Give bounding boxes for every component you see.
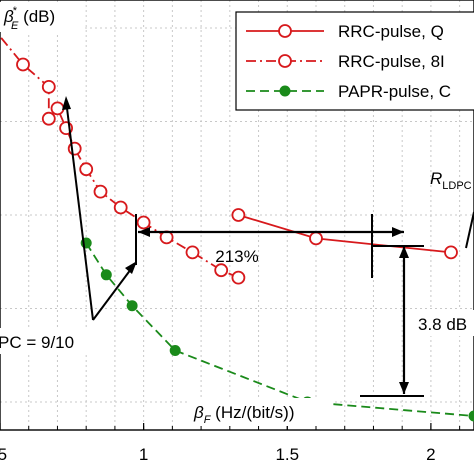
ratio-label: PC = 9/10 — [0, 333, 74, 352]
ratio-arrow-1 — [65, 99, 94, 321]
ratio-arrow-2 — [92, 264, 135, 321]
ylabel-bg — [0, 2, 82, 32]
ratio-arrow-2-head — [125, 261, 137, 274]
series-0-point-2 — [444, 245, 458, 260]
series-1-point-3 — [41, 111, 56, 126]
rate-label-main: R — [430, 169, 442, 188]
series-0 — [231, 208, 458, 260]
x-axis-symbol: β — [193, 403, 204, 422]
y-axis-unit: (dB) — [18, 7, 55, 26]
series-2-point-5 — [468, 410, 474, 422]
x-axis-ticks: .5 1 1.5 2 — [0, 423, 461, 464]
series-2-point-1 — [100, 269, 112, 281]
rate-label-sub: LDPC — [442, 180, 471, 192]
ratio-label-bg — [0, 328, 94, 354]
series-1-point-8 — [93, 184, 108, 199]
y-axis-label: β* E (dB) — [3, 5, 55, 32]
gap-arrow-head-top — [399, 246, 409, 258]
series-1-point-12 — [185, 245, 200, 260]
ratio-arrow-1-head — [62, 96, 71, 110]
y-axis-symbol: β — [3, 7, 14, 26]
gap-arrow-head-bottom — [399, 382, 409, 394]
series-1-point-4 — [50, 101, 65, 116]
series-line-2 — [85, 242, 474, 417]
series-0-point-0 — [231, 208, 246, 222]
plot-frame — [0, 0, 474, 431]
series-1-point-9 — [113, 200, 128, 215]
series-2-point-2 — [126, 300, 138, 312]
rate-label: RLDPC — [430, 169, 472, 192]
legend-marker-rrc-8 — [278, 54, 292, 68]
series-1-point-11 — [159, 230, 174, 245]
legend-marker-papr — [279, 85, 291, 97]
xlabel-bg — [190, 398, 332, 426]
legend-marker-rrc-q — [278, 24, 292, 38]
spread-arrow-head-left — [138, 227, 150, 237]
legend-label-rrc-8: RRC-pulse, 8I — [338, 52, 445, 71]
series — [0, 35, 474, 422]
x-tick-label-0: .5 — [0, 445, 7, 464]
x-axis-label: βF (Hz/(bit/s)) — [193, 403, 295, 426]
series-1-point-7 — [79, 162, 94, 177]
legend-label-papr: PAPR-pulse, C — [338, 82, 451, 101]
x-tick-label-3: 2 — [426, 445, 435, 464]
legend-label-rrc-q: RRC-pulse, Q — [338, 22, 444, 41]
series-1-point-2 — [41, 80, 56, 94]
legend-entry-papr: PAPR-pulse, C — [246, 82, 451, 101]
series-line-1 — [0, 35, 239, 279]
series-1-point-10 — [136, 215, 151, 230]
annotations: 213% 3.8 dB PC = 9/10 RLDPC — [0, 96, 474, 397]
gap-label: 3.8 dB — [418, 315, 467, 334]
legend-entry-rrc-q: RRC-pulse, Q — [246, 22, 444, 41]
series-1 — [0, 35, 246, 285]
x-axis-sub: F — [204, 414, 212, 426]
legend-entry-rrc-8: RRC-pulse, 8I — [246, 52, 445, 71]
series-0-point-1 — [309, 231, 323, 246]
series-1-point-1 — [16, 57, 30, 72]
series-2-point-3 — [169, 345, 181, 356]
x-tick-label-2: 1.5 — [275, 445, 299, 464]
y-axis-sub: E — [11, 20, 19, 32]
x-tick-label-1: 1 — [139, 445, 148, 464]
x-axis-unit: (Hz/(bit/s)) — [210, 403, 294, 422]
spread-arrow-head-right — [392, 227, 404, 237]
spread-label: 213% — [215, 247, 258, 266]
rate-arrow — [465, 211, 474, 249]
y-axis-sup: * — [13, 5, 18, 17]
gap-label-bg — [414, 310, 474, 336]
series-1-point-13 — [214, 263, 229, 278]
legend: RRC-pulse, Q RRC-pulse, 8I PAPR-pulse, C — [235, 11, 474, 111]
series-1-point-14 — [231, 270, 246, 285]
